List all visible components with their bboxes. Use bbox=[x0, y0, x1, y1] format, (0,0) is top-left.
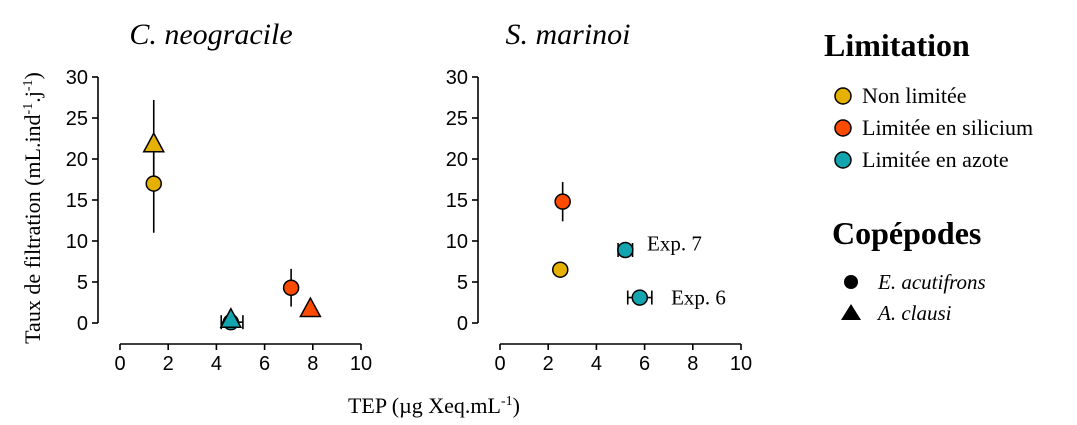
legend-label: Limitée en silicium bbox=[862, 115, 1033, 140]
panel-title-2: S. marinoi bbox=[505, 18, 630, 51]
legend-label: A. clausi bbox=[876, 301, 952, 325]
annotation-label: Exp. 7 bbox=[647, 231, 702, 255]
legend-label: E. acutifrons bbox=[877, 270, 986, 294]
data-point-triangle bbox=[299, 296, 322, 318]
x-axis-label: TEP (µg Xeq.mL-1) bbox=[348, 393, 520, 418]
data-point-circle bbox=[554, 193, 571, 210]
y-tick-label: 15 bbox=[446, 190, 468, 212]
panel-title-1: C. neogracile bbox=[129, 18, 292, 51]
y-tick-label: 0 bbox=[77, 313, 88, 335]
panel-s-marinoi: 0 5 10 15 20 25 30 0 2 4 6 8 10 Exp. 7 Exp. 6 bbox=[446, 67, 752, 375]
y-tick-label: 10 bbox=[66, 231, 88, 253]
y-tick-label: 0 bbox=[457, 313, 468, 335]
data-point-circle bbox=[145, 175, 162, 192]
y-axis-label: Taux de filtration (mL.ind-1.j-1) bbox=[20, 72, 45, 344]
y-tick-label: 20 bbox=[66, 149, 88, 171]
legend-swatch bbox=[834, 119, 852, 137]
y-tick-label: 5 bbox=[457, 272, 468, 294]
x-tick-label: 8 bbox=[307, 353, 318, 375]
legend-label: Non limitée bbox=[862, 83, 966, 108]
legend-limitation-items: Non limitée Limitée en silicium Limitée en… bbox=[834, 83, 1033, 172]
data-point-circle bbox=[552, 261, 569, 278]
legend-copepode-title: Copépodes bbox=[832, 215, 981, 251]
panel-c-neogracile: 0 5 10 15 20 25 30 0 2 4 6 8 10 bbox=[66, 67, 372, 375]
y-tick-label: 10 bbox=[446, 231, 468, 253]
x-tick-label: 4 bbox=[591, 353, 602, 375]
x-tick-label: 0 bbox=[114, 353, 125, 375]
x-tick-label: 6 bbox=[259, 353, 270, 375]
legend-limitation-title: Limitation bbox=[824, 27, 970, 63]
legend-label: Limitée en azote bbox=[862, 147, 1009, 172]
y-tick-label: 25 bbox=[66, 108, 88, 130]
legend-copepode-items: E. acutifrons A. clausi bbox=[841, 270, 986, 325]
x-tick-label: 8 bbox=[687, 353, 698, 375]
data-point-triangle bbox=[219, 307, 243, 328]
legend: Limitation Non limitée Limitée en siliciu… bbox=[824, 27, 1033, 325]
data-point-triangle bbox=[142, 131, 165, 153]
y-tick-label: 5 bbox=[77, 272, 88, 294]
x-tick-label: 2 bbox=[163, 353, 174, 375]
y-tick-label: 15 bbox=[66, 190, 88, 212]
y-tick-label: 20 bbox=[446, 149, 468, 171]
legend-shape-circle bbox=[844, 275, 858, 289]
x-tick-label: 0 bbox=[494, 353, 505, 375]
legend-shape-triangle bbox=[841, 304, 861, 320]
x-tick-label: 6 bbox=[639, 353, 650, 375]
data-point-circle bbox=[631, 289, 649, 306]
legend-swatch bbox=[834, 87, 852, 105]
legend-swatch bbox=[834, 151, 852, 169]
x-tick-label: 10 bbox=[350, 353, 372, 375]
y-tick-label: 30 bbox=[66, 67, 88, 89]
x-tick-label: 10 bbox=[730, 353, 752, 375]
y-tick-label: 30 bbox=[446, 67, 468, 89]
x-tick-label: 4 bbox=[211, 353, 222, 375]
data-point-circle bbox=[282, 279, 300, 296]
y-tick-label: 25 bbox=[446, 108, 468, 130]
data-point-circle bbox=[617, 241, 634, 259]
x-tick-label: 2 bbox=[543, 353, 554, 375]
annotation-label: Exp. 6 bbox=[671, 286, 726, 310]
